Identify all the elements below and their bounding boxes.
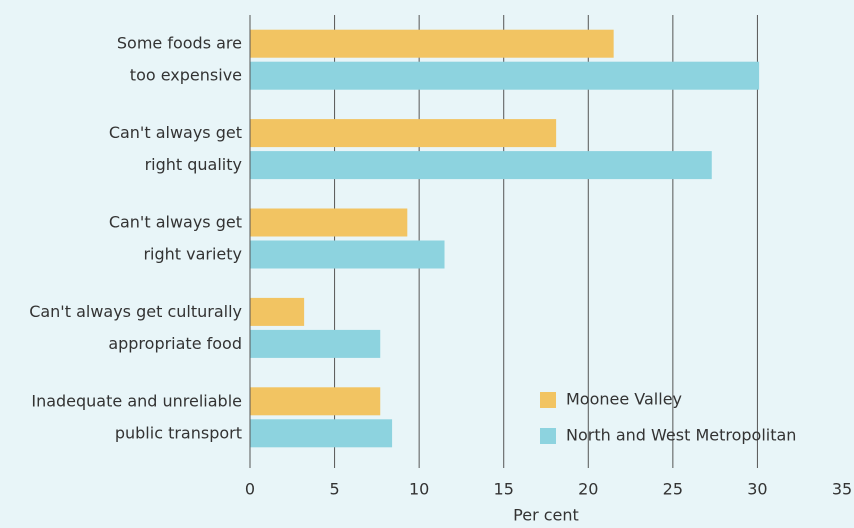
x-tick-label: 25 <box>663 480 683 499</box>
x-tick-label: 35 <box>832 480 852 499</box>
y-tick-label-line: appropriate food <box>108 333 242 352</box>
bar <box>250 329 381 358</box>
bar <box>250 208 408 237</box>
legend-swatch <box>540 428 556 444</box>
x-tick-label: 0 <box>245 480 255 499</box>
y-tick-label: Some foods are too expensive <box>117 33 242 84</box>
bar <box>250 61 760 90</box>
y-tick-label: Inadequate and unreliable public transpor… <box>31 391 242 442</box>
bar <box>250 240 445 269</box>
y-tick-label: Can't always get right variety <box>109 212 242 263</box>
x-tick-label: 10 <box>409 480 429 499</box>
y-tick-label-line: Can't always get <box>109 212 242 231</box>
x-tick-label: 20 <box>578 480 598 499</box>
x-tick-label: 5 <box>329 480 339 499</box>
x-tick-label: 15 <box>494 480 514 499</box>
y-tick-label-line: Some foods are <box>117 33 242 52</box>
legend-label: North and West Metropolitan <box>566 426 796 445</box>
x-tick-label: 30 <box>747 480 767 499</box>
y-tick-label-line: right variety <box>143 244 242 263</box>
bar <box>250 119 557 148</box>
y-tick-label-line: too expensive <box>130 65 242 84</box>
y-tick-label: Can't always get right quality <box>109 123 242 174</box>
y-tick-label-line: Can't always get culturally <box>29 301 242 320</box>
y-tick-label-line: right quality <box>145 155 242 174</box>
bar <box>250 151 712 180</box>
y-tick-label: Can't always get culturally appropriate f… <box>29 301 242 352</box>
bar <box>250 387 381 416</box>
y-tick-label-line: public transport <box>115 423 242 442</box>
x-axis-label: Per cent <box>513 506 579 525</box>
legend-label: Moonee Valley <box>566 390 682 409</box>
bar <box>250 419 393 448</box>
y-tick-label-line: Inadequate and unreliable <box>31 391 242 410</box>
y-tick-label-line: Can't always get <box>109 123 242 142</box>
legend-swatch <box>540 392 556 408</box>
bar <box>250 29 614 58</box>
bar <box>250 297 305 326</box>
